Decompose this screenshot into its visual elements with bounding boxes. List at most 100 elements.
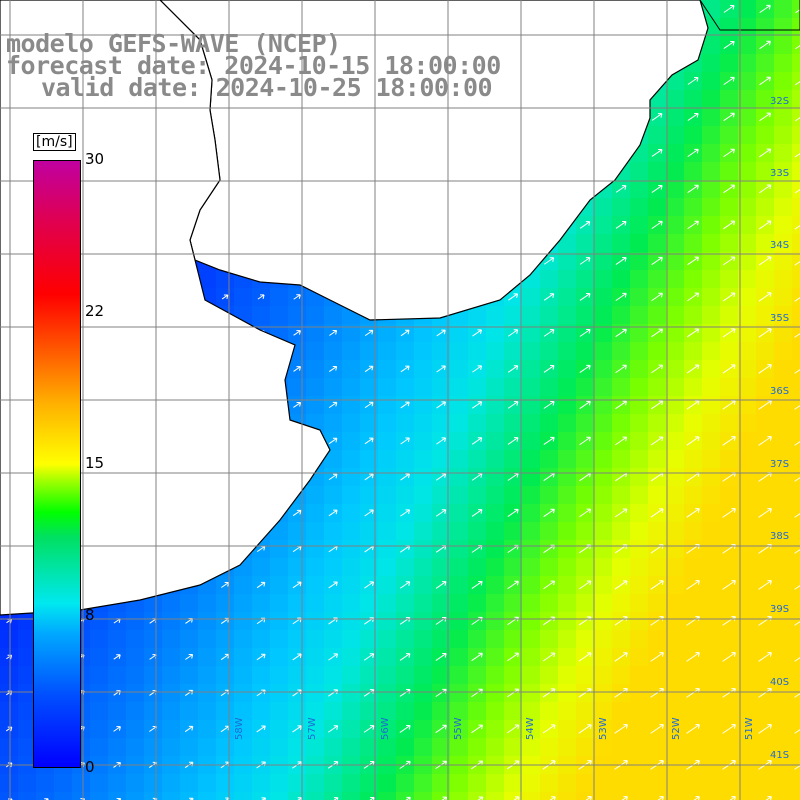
field-cell [198,648,216,666]
field-cell [720,378,738,396]
field-cell [324,414,342,432]
field-cell [630,450,648,468]
wind-arrow [578,724,592,734]
field-cell [720,342,738,360]
field-cell [774,234,792,252]
field-cell [18,792,36,800]
field-cell [576,270,594,288]
field-cell [180,702,198,720]
colorbar-tick: 15 [85,454,105,472]
field-cell [306,648,324,666]
field-cell [234,666,252,684]
field-cell [342,504,360,522]
field-cell [558,684,576,702]
field-cell [558,378,576,396]
field-cell [648,126,666,144]
field-cell [468,594,486,612]
field-cell [756,342,774,360]
field-cell [684,738,702,756]
field-cell [522,558,540,576]
field-cell [252,702,270,720]
field-cell [612,486,630,504]
field-cell [558,612,576,630]
lat-label: 38S [770,531,790,542]
field-cell [756,450,774,468]
field-cell [306,396,324,414]
field-cell [666,720,684,738]
field-cell [738,180,756,198]
field-cell [702,558,720,576]
field-cell [558,486,576,504]
field-cell [540,270,558,288]
field-cell [648,306,666,324]
field-cell [216,774,234,792]
wind-arrow [363,653,375,661]
field-cell [792,144,800,162]
field-cell [414,378,432,396]
field-cell [522,540,540,558]
field-cell [234,288,252,306]
wind-arrow [113,654,121,660]
lon-label: 54W [525,717,536,740]
wind-arrow [686,652,700,662]
field-cell [432,522,450,540]
field-cell [666,342,684,360]
field-cell [234,594,252,612]
field-cell [378,450,396,468]
field-cell [792,54,800,72]
field-cell [666,288,684,306]
colorbar-units: [m/s] [33,133,76,151]
field-cell [558,720,576,738]
field-cell [756,486,774,504]
field-cell [558,666,576,684]
field-cell [450,576,468,594]
wind-arrow [579,508,592,518]
wind-arrow [686,724,700,734]
field-cell [414,504,432,522]
field-cell [504,702,522,720]
field-cell [378,342,396,360]
field-cell [288,306,306,324]
wind-arrow [221,294,229,300]
field-cell [738,792,756,800]
field-cell [774,288,792,306]
field-cell [630,342,648,360]
field-cell [774,360,792,378]
field-cell [774,666,792,684]
wind-arrow [650,400,664,410]
field-cell [702,738,720,756]
field-cell [666,486,684,504]
wind-arrow [507,652,520,662]
field-cell [540,378,558,396]
field-cell [378,522,396,540]
wind-arrow [507,508,519,517]
wind-arrow [399,653,411,661]
field-cell [414,558,432,576]
field-cell [414,522,432,540]
wind-arrow [759,40,771,50]
model-title: modelo GEFS-WAVE (NCEP) [6,29,341,58]
field-cell [522,306,540,324]
field-cell [414,540,432,558]
field-cell [558,270,576,288]
field-cell [738,594,756,612]
field-cell [666,522,684,540]
wind-arrow [471,437,483,445]
field-cell [558,630,576,648]
lat-label: 33S [770,168,790,179]
field-cell [576,558,594,576]
field-cell [684,270,702,288]
field-cell [0,702,18,720]
field-cell [666,540,684,558]
wind-arrow [651,184,663,193]
field-cell [270,720,288,738]
field-cell [792,0,800,18]
field-cell [450,738,468,756]
field-cell [594,522,612,540]
field-cell [432,666,450,684]
field-cell [324,630,342,648]
field-cell [414,648,432,666]
field-cell [666,576,684,594]
field-cell [792,666,800,684]
